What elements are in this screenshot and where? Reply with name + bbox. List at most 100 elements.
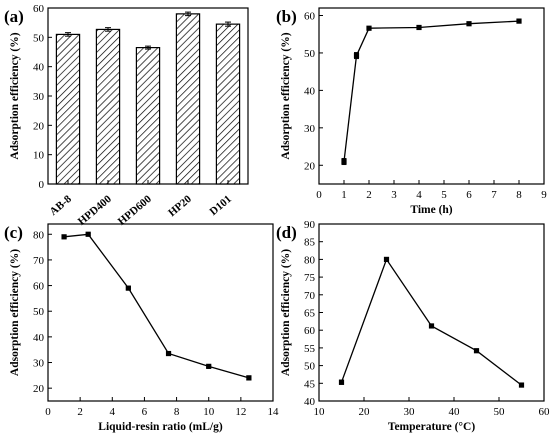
panel-d-y-tick-label: 75	[304, 272, 316, 284]
panel-c-y-tick-label: 80	[33, 229, 45, 241]
panel-b-data-point	[366, 25, 372, 31]
panel-d-x-tick-label: 40	[449, 406, 461, 418]
panel-c-x-tick-label: 14	[268, 406, 280, 418]
panel-a-adsorbent-bar-chart: (a) 0 10 20 30 40 50 60 Adsorption efficiency (%…	[4, 3, 249, 228]
panel-b-data-point	[353, 52, 360, 59]
panel-d-data-point	[473, 348, 480, 354]
panel-d-data-point	[518, 382, 525, 388]
panel-c-y-tick-label: 40	[33, 332, 45, 344]
panel-d-x-axis-label: Temperature (°C)	[388, 421, 475, 433]
panel-b-x-tick-label: 4	[416, 189, 422, 201]
panel-a-bar	[95, 28, 121, 185]
panel-a-bar	[215, 23, 241, 185]
panel-a-y-axis-label: Adsorption efficiency (%)	[9, 32, 21, 159]
panel-c-series-line	[64, 233, 250, 379]
panel-d-y-tick-label: 60	[304, 325, 316, 337]
panel-a-label: (a)	[4, 7, 24, 26]
panel-b-x-tick-label: 5	[441, 189, 447, 201]
panel-b-data-point	[341, 158, 347, 165]
panel-c-y-tick-label: 60	[33, 281, 45, 293]
panel-a-y-tick-label: 0	[39, 179, 45, 191]
panel-c-x-tick-label: 0	[45, 406, 51, 418]
panel-c-x-tick-label: 8	[174, 406, 180, 418]
panel-b-plot-frame	[318, 7, 545, 185]
panel-b-label: (b)	[276, 7, 297, 26]
panel-a-y-tick-label: 40	[33, 62, 45, 74]
panel-b-x-tick-label: 1	[341, 189, 347, 201]
panel-c-y-tick-label: 30	[33, 358, 45, 370]
panel-d-y-tick-label: 90	[304, 219, 316, 231]
panel-b-x-tick-label: 2	[366, 189, 372, 201]
panel-c-y-tick-label: 20	[33, 383, 45, 395]
panel-b-data-point	[516, 18, 522, 24]
panel-c-y-tick-label: 50	[33, 306, 45, 318]
panel-b-x-tick-label: 0	[316, 189, 322, 201]
panel-b-y-tick-label: 20	[304, 160, 316, 172]
panel-d-y-tick-label: 70	[304, 290, 316, 302]
panel-d-y-tick-label: 45	[304, 378, 316, 390]
panel-c-x-tick-label: 6	[142, 406, 148, 418]
panel-b-x-axis-label: Time (h)	[410, 204, 452, 216]
panel-d-y-axis-label: Adsorption efficiency (%)	[280, 249, 292, 376]
panel-b-y-tick-label: 40	[304, 85, 316, 97]
panel-a-category-label: HPD400	[76, 193, 115, 228]
panel-a-y-tick-label: 50	[33, 32, 45, 44]
panel-d-y-tick-label: 50	[304, 361, 316, 373]
panel-b-data-point	[466, 21, 472, 27]
panel-c-data-point	[246, 375, 252, 381]
panel-a-category-label: HPD600	[116, 193, 155, 228]
panel-c-data-point	[85, 231, 91, 237]
panel-c-y-axis-label: Adsorption efficiency (%)	[9, 249, 21, 376]
panel-a-bar	[135, 46, 161, 185]
panel-d-y-tick-label: 85	[304, 237, 316, 249]
panel-d-x-tick-label: 30	[404, 406, 416, 418]
panel-d-label: (d)	[276, 223, 297, 242]
panel-b-data-point	[416, 24, 422, 31]
panel-b-x-tick-label: 6	[466, 189, 472, 201]
panel-a-category-label: HP20	[166, 193, 194, 219]
panel-c-x-axis-label: Liquid-resin ratio (mL/g)	[98, 421, 223, 433]
panel-a-category-label: D101	[207, 193, 233, 218]
panel-d-series-line	[340, 257, 522, 386]
panel-c-data-point	[125, 285, 131, 291]
panel-b-x-tick-label: 3	[391, 189, 397, 201]
panel-b-y-tick-label: 50	[304, 48, 316, 60]
panel-c-x-tick-label: 10	[203, 406, 215, 418]
panel-d-data-point	[428, 323, 435, 329]
panel-d-plot-frame	[318, 223, 545, 402]
panel-b-x-tick-label: 7	[491, 189, 497, 201]
panel-d-data-point	[383, 256, 390, 262]
panel-d-x-tick-label: 50	[494, 406, 506, 418]
panel-b-series-line	[343, 20, 520, 162]
panel-b-time-line-chart: (b) 20 30 40 50 60 Adsorption efficiency (%) 0 1…	[276, 7, 547, 216]
panel-d-x-tick-label: 60	[539, 406, 550, 418]
panel-a-y-tick-label: 60	[33, 3, 45, 15]
panel-a-bar	[55, 33, 81, 185]
panel-c-data-point	[61, 234, 67, 240]
panel-a-y-tick-label: 20	[33, 120, 45, 132]
panel-c-x-tick-label: 4	[110, 406, 116, 418]
panel-d-y-tick-label: 80	[304, 254, 316, 266]
panel-a-category-label: AB-8	[47, 193, 74, 218]
panel-c-data-point	[165, 350, 172, 357]
panel-b-x-tick-label: 8	[516, 189, 522, 201]
panel-c-x-tick-label: 2	[77, 406, 83, 418]
panel-d-y-tick-label: 55	[304, 343, 316, 355]
panel-d-temperature-line-chart: (d) 40 45 50 55 60 65 70 75 80 85 90 Adsorption effi…	[276, 219, 550, 433]
panel-d-y-tick-label: 40	[304, 396, 316, 408]
panel-c-label: (c)	[4, 223, 23, 242]
panel-b-y-tick-label: 30	[304, 123, 316, 135]
panel-c-data-point	[206, 363, 212, 369]
panel-d-data-point	[338, 379, 345, 385]
panel-c-plot-frame	[47, 223, 274, 402]
panel-c-y-tick-label: 70	[33, 255, 45, 267]
panel-a-y-tick-label: 30	[33, 91, 45, 103]
panel-a-y-tick-label: 10	[33, 150, 45, 162]
panel-d-x-tick-label: 10	[314, 406, 326, 418]
panel-b-y-axis-label: Adsorption efficiency (%)	[280, 32, 292, 159]
panel-c-x-tick-label: 12	[235, 406, 246, 418]
panel-b-y-tick-label: 60	[304, 10, 316, 22]
panel-a-bar	[175, 13, 201, 185]
